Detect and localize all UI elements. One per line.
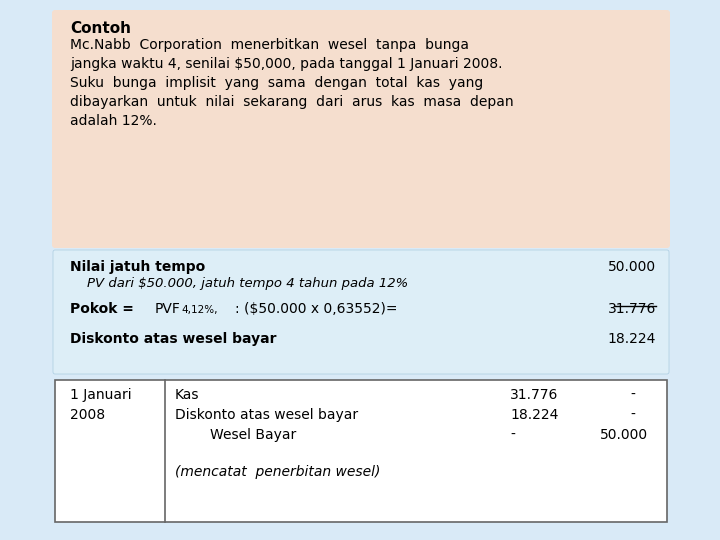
Text: Wesel Bayar: Wesel Bayar <box>175 428 296 442</box>
Text: 50.000: 50.000 <box>600 428 648 442</box>
Text: dibayarkan  untuk  nilai  sekarang  dari  arus  kas  masa  depan: dibayarkan untuk nilai sekarang dari aru… <box>70 95 513 109</box>
Text: (mencatat  penerbitan wesel): (mencatat penerbitan wesel) <box>175 465 380 479</box>
Text: adalah 12%.: adalah 12%. <box>70 114 157 128</box>
Text: Pokok =: Pokok = <box>70 302 134 316</box>
FancyBboxPatch shape <box>55 380 667 522</box>
FancyBboxPatch shape <box>53 250 669 374</box>
Text: 31.776: 31.776 <box>510 388 559 402</box>
Text: -: - <box>630 388 635 402</box>
Text: 2008: 2008 <box>70 408 105 422</box>
Text: 4,12%,: 4,12%, <box>181 305 217 315</box>
Text: 18.224: 18.224 <box>608 332 656 346</box>
Text: Mc.Nabb  Corporation  menerbitkan  wesel  tanpa  bunga: Mc.Nabb Corporation menerbitkan wesel ta… <box>70 38 469 52</box>
Text: 31.776: 31.776 <box>608 302 656 316</box>
Text: jangka waktu 4, senilai $50,000, pada tanggal 1 Januari 2008.: jangka waktu 4, senilai $50,000, pada ta… <box>70 57 503 71</box>
Text: Contoh: Contoh <box>70 21 131 36</box>
Text: 18.224: 18.224 <box>510 408 559 422</box>
Text: Diskonto atas wesel bayar: Diskonto atas wesel bayar <box>70 332 276 346</box>
FancyBboxPatch shape <box>52 10 670 248</box>
Text: : ($50.000 x 0,63552)=: : ($50.000 x 0,63552)= <box>235 302 397 316</box>
Text: Suku  bunga  implisit  yang  sama  dengan  total  kas  yang: Suku bunga implisit yang sama dengan tot… <box>70 76 483 90</box>
Text: Diskonto atas wesel bayar: Diskonto atas wesel bayar <box>175 408 358 422</box>
Text: PVF: PVF <box>155 302 181 316</box>
Text: 50.000: 50.000 <box>608 260 656 274</box>
Text: Nilai jatuh tempo: Nilai jatuh tempo <box>70 260 205 274</box>
Text: -: - <box>630 408 635 422</box>
Text: Kas: Kas <box>175 388 199 402</box>
Text: -: - <box>510 428 515 442</box>
Text: PV dari $50.000, jatuh tempo 4 tahun pada 12%: PV dari $50.000, jatuh tempo 4 tahun pad… <box>70 277 408 290</box>
Text: 1 Januari: 1 Januari <box>70 388 132 402</box>
